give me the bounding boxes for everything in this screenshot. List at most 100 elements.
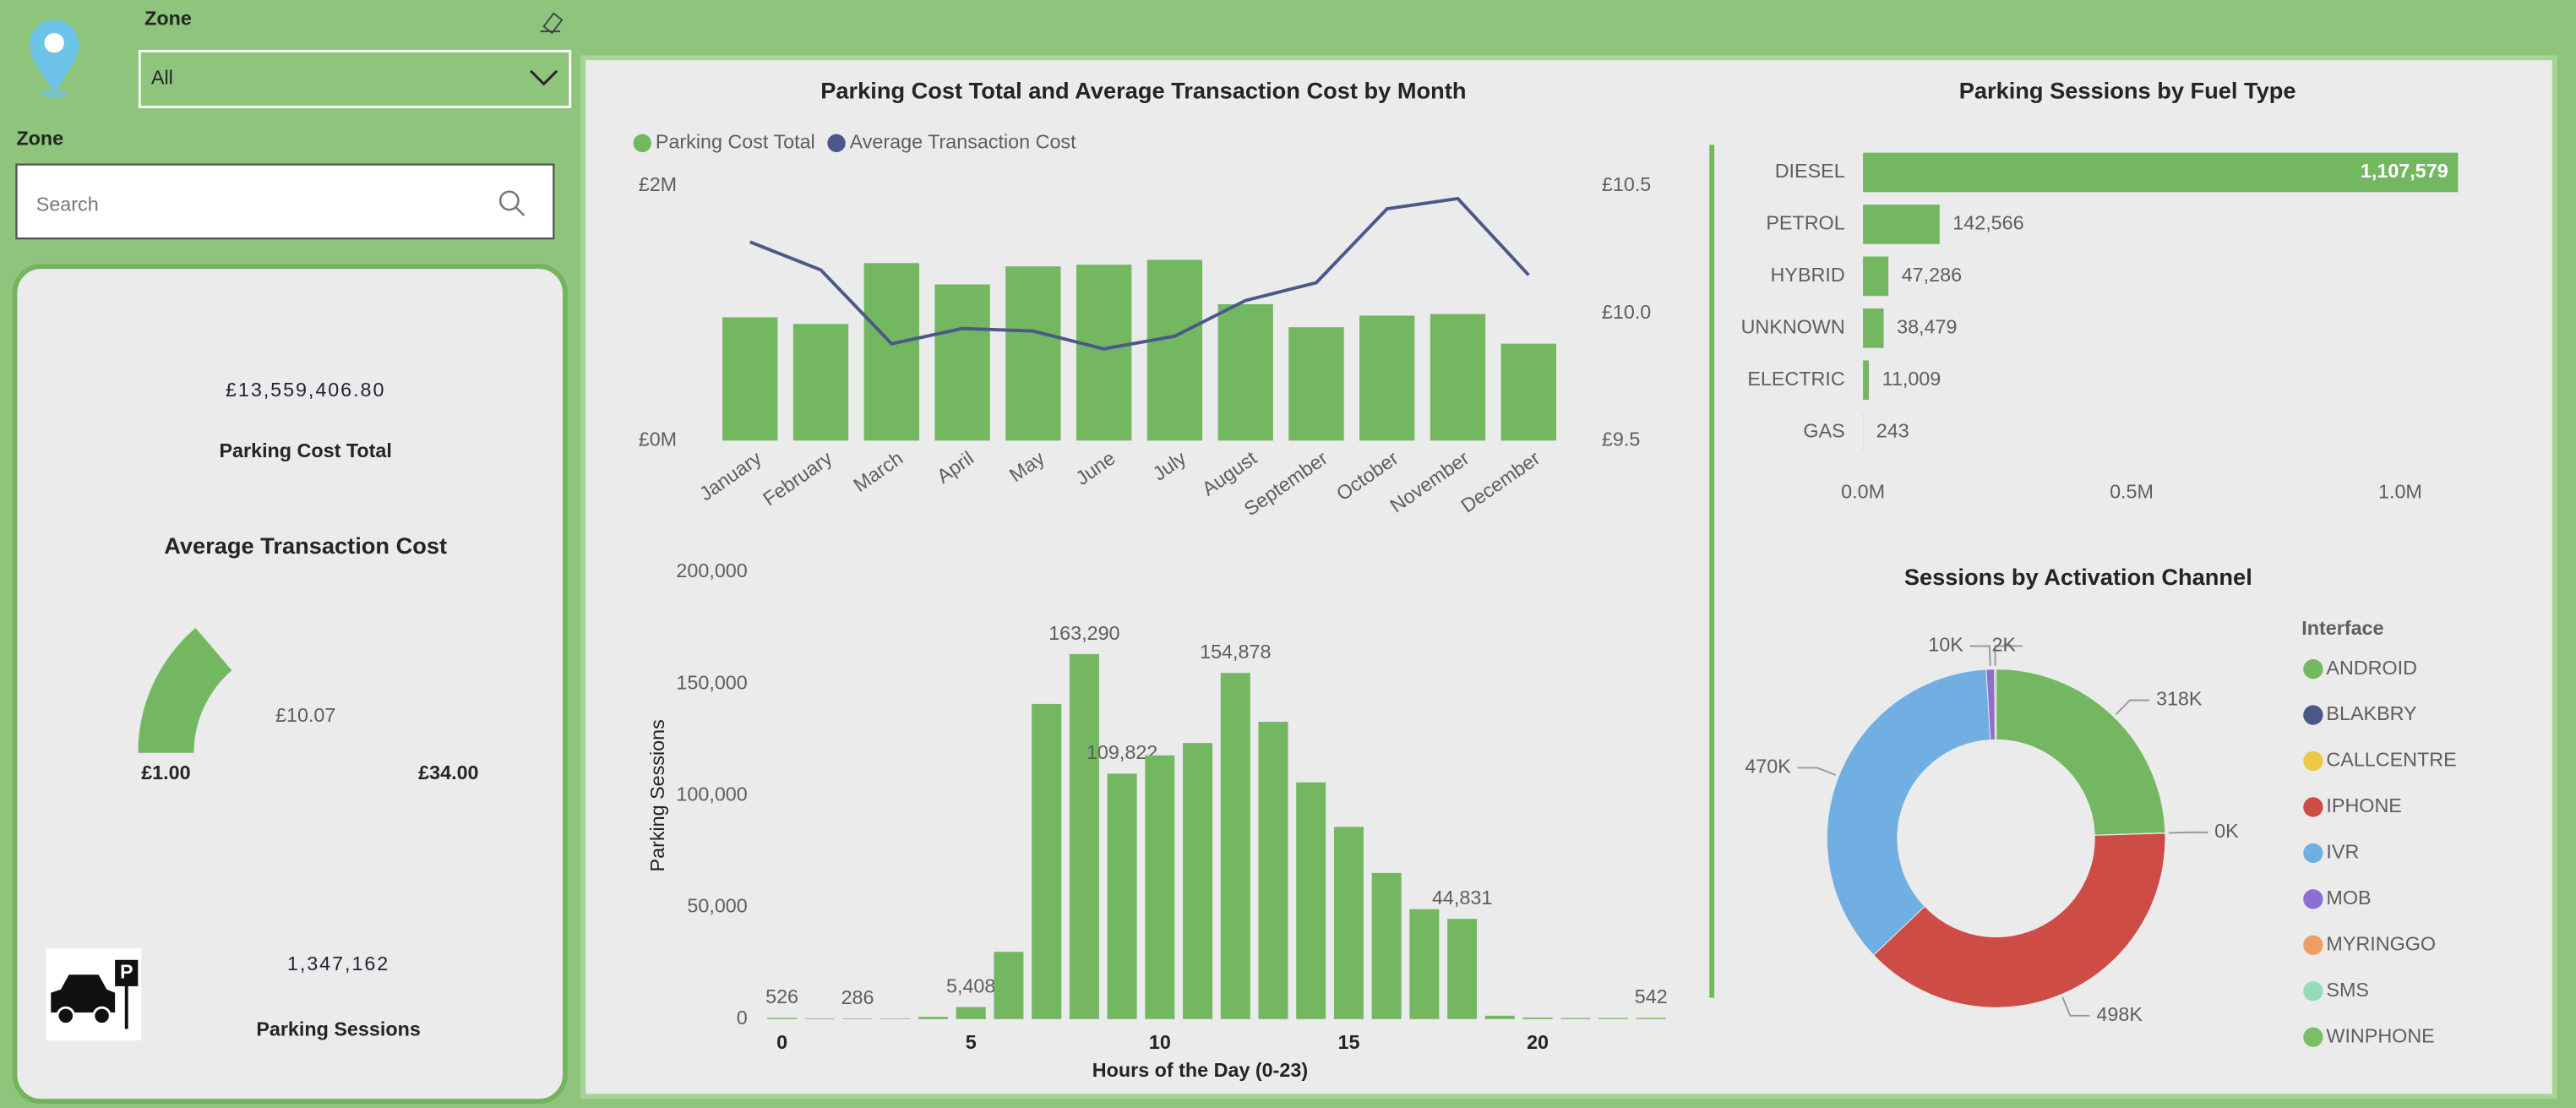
bar xyxy=(1069,653,1099,1019)
legend-title: Interface xyxy=(2301,617,2383,639)
bar xyxy=(1863,256,1889,297)
legend-marker xyxy=(827,134,846,153)
bar xyxy=(792,324,849,441)
x-tick-label: 10 xyxy=(1149,1031,1171,1053)
data-label: 243 xyxy=(1876,419,1909,441)
legend-marker xyxy=(2303,981,2323,1002)
bar xyxy=(1258,722,1288,1019)
donut-slice xyxy=(1872,832,2166,1008)
bar xyxy=(1359,315,1415,441)
svg-text:P: P xyxy=(120,961,133,983)
x-tick-label: 5 xyxy=(966,1031,977,1053)
bar xyxy=(804,1018,835,1019)
y-tick-label: £2M xyxy=(639,173,677,195)
legend-marker xyxy=(2303,935,2323,955)
bar xyxy=(1005,266,1061,441)
legend-label: MOB xyxy=(2326,887,2371,909)
legend-label: WINPHONE xyxy=(2326,1024,2434,1046)
data-label: 38,479 xyxy=(1897,315,1957,337)
x-tick-label: 0.0M xyxy=(1841,481,1885,503)
legend-marker xyxy=(2303,750,2323,772)
bar xyxy=(1146,259,1203,441)
leader-line xyxy=(2061,996,2090,1017)
bar xyxy=(1333,827,1364,1019)
leader-line xyxy=(1994,645,2023,666)
data-label: 526 xyxy=(765,985,798,1007)
bar xyxy=(1296,782,1326,1019)
bar xyxy=(1076,265,1132,441)
legend-label: Average Transaction Cost xyxy=(850,131,1077,153)
data-label: 163,290 xyxy=(1048,622,1119,644)
y2-tick-label: £10.5 xyxy=(1602,173,1651,195)
legend-marker xyxy=(633,134,652,153)
bar xyxy=(1145,755,1175,1019)
legend-label: SMS xyxy=(2326,979,2369,1001)
data-label: 318K xyxy=(2156,688,2203,710)
y-tick-label: GAS xyxy=(1803,419,1844,441)
gauge-max: £34.00 xyxy=(418,761,478,783)
y-tick-label: £0M xyxy=(639,428,677,450)
zone-dropdown[interactable]: All xyxy=(138,50,572,109)
legend-marker xyxy=(2303,705,2323,725)
legend-marker xyxy=(2303,797,2323,817)
bar xyxy=(1107,773,1137,1019)
bar xyxy=(1522,1017,1553,1019)
legend-label: IPHONE xyxy=(2326,794,2401,816)
bar xyxy=(1863,308,1884,348)
y-tick-label: ELECTRIC xyxy=(1747,368,1844,390)
x-tick-label: 0.5M xyxy=(2110,481,2154,503)
legend-label: MYRINGGO xyxy=(2326,932,2436,954)
bar xyxy=(956,1007,986,1019)
car-icon: P xyxy=(46,948,142,1041)
dropdown-value: All xyxy=(151,67,173,89)
data-label: 498K xyxy=(2096,1003,2143,1025)
line xyxy=(749,196,1530,351)
kpi-card xyxy=(12,264,568,1104)
bar xyxy=(918,1017,948,1019)
bar xyxy=(1288,327,1344,441)
gauge-value: £10.07 xyxy=(275,704,335,726)
bar xyxy=(1220,673,1250,1019)
gauge-arc xyxy=(138,627,232,753)
bar xyxy=(1371,872,1402,1019)
zone-search[interactable]: Search xyxy=(15,163,555,240)
leader-line xyxy=(2115,699,2150,715)
chart-title: Sessions by Activation Channel xyxy=(1904,564,2252,590)
kpi-label: Parking Cost Total xyxy=(219,439,391,461)
data-label: 542 xyxy=(1635,985,1668,1007)
leader-line xyxy=(1969,645,1991,666)
y2-tick-label: £9.5 xyxy=(1602,428,1640,450)
data-label: 142,566 xyxy=(1952,212,2023,234)
map-pin-icon xyxy=(30,19,79,98)
legend-label: ANDROID xyxy=(2326,657,2417,679)
data-label: 5,408 xyxy=(946,974,995,996)
y2-tick-label: £10.0 xyxy=(1602,301,1651,323)
y-tick-label: 200,000 xyxy=(676,559,747,581)
bar xyxy=(722,317,778,441)
bar xyxy=(1430,314,1486,441)
y-tick-label: 150,000 xyxy=(676,671,747,693)
bar xyxy=(863,263,919,441)
donut-slice xyxy=(1826,669,1991,956)
bar xyxy=(1863,205,1940,244)
legend-label: Parking Cost Total xyxy=(656,131,815,153)
legend-label: CALLCENTRE xyxy=(2326,749,2456,771)
legend-label: BLAKBRY xyxy=(2326,702,2417,724)
data-label: 154,878 xyxy=(1200,641,1271,663)
x-tick-label: 15 xyxy=(1337,1031,1359,1053)
leader-line xyxy=(1797,767,1837,776)
x-tick-label: 20 xyxy=(1527,1031,1549,1053)
x-axis-title: Hours of the Day (0-23) xyxy=(1092,1059,1308,1081)
data-label: 0K xyxy=(2214,820,2239,842)
gauge-min: £1.00 xyxy=(141,761,190,783)
bar xyxy=(1863,152,2459,193)
eraser-icon[interactable] xyxy=(540,12,564,35)
y-tick-label: 100,000 xyxy=(676,783,747,805)
y-tick-label: HYBRID xyxy=(1771,264,1845,286)
data-label: 2K xyxy=(1991,634,2016,656)
bar xyxy=(1447,919,1478,1019)
bar xyxy=(1217,303,1273,441)
search-placeholder: Search xyxy=(36,193,99,215)
y-tick-label: 0 xyxy=(737,1007,748,1029)
